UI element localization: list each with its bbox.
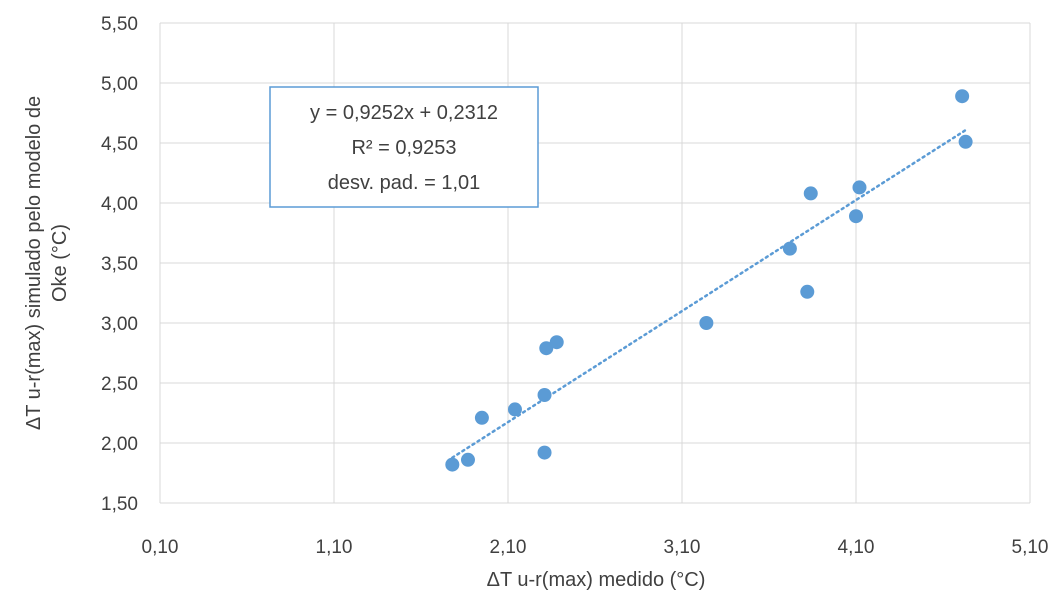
- x-axis-title: ΔT u-r(max) medido (°C): [487, 569, 706, 591]
- y-tick-label: 3,50: [101, 254, 138, 275]
- data-point: [852, 180, 867, 195]
- data-point: [800, 284, 815, 299]
- std-dev-line: desv. pad. = 1,01: [328, 172, 481, 194]
- y-tick-label: 4,50: [101, 134, 138, 155]
- x-tick-label: 2,10: [490, 537, 527, 558]
- data-point: [958, 134, 973, 149]
- data-point: [474, 410, 489, 425]
- data-point: [537, 388, 552, 402]
- y-tick-label: 5,00: [101, 74, 138, 95]
- data-point: [549, 335, 564, 350]
- y-tick-label: 3,00: [101, 314, 138, 335]
- x-tick-label: 4,10: [838, 537, 875, 558]
- trendline: [451, 128, 967, 459]
- x-tick-label: 0,10: [142, 537, 179, 558]
- data-point: [537, 445, 552, 460]
- data-point: [507, 402, 522, 417]
- x-tick-label: 1,10: [316, 537, 353, 558]
- data-point: [699, 316, 714, 330]
- y-tick-label: 4,00: [101, 194, 138, 215]
- y-tick-label: 5,50: [101, 14, 138, 35]
- trendline-layer: [451, 128, 967, 459]
- y-axis-title-line-1: ΔT u-r(max) simulado pelo modelo de: [23, 96, 45, 430]
- y-axis-tick-labels: 1,50 2,00 2,50 3,00 3,50 4,00 4,50 5,00 5,50: [101, 14, 138, 515]
- data-point: [782, 241, 797, 256]
- x-tick-label: 5,10: [1012, 537, 1049, 558]
- y-tick-label: 1,50: [101, 494, 138, 515]
- data-point: [955, 89, 970, 104]
- equation-box: y = 0,9252x + 0,2312 R² = 0,9253 desv. p…: [269, 86, 539, 208]
- x-axis-tick-labels: 0,10 1,10 2,10 3,10 4,10 5,10: [142, 537, 1049, 558]
- y-tick-label: 2,50: [101, 374, 138, 395]
- x-tick-label: 3,10: [664, 537, 701, 558]
- y-axis-title-line-2: Oke (°C): [49, 224, 71, 302]
- r-squared-line: R² = 0,9253: [351, 137, 456, 159]
- data-point: [849, 209, 863, 224]
- data-point: [460, 452, 475, 467]
- data-point: [539, 341, 554, 356]
- data-points: [445, 89, 973, 472]
- data-point: [445, 457, 460, 472]
- equation-line: y = 0,9252x + 0,2312: [310, 102, 498, 124]
- y-axis-title: ΔT u-r(max) simulado pelo modelo de Oke …: [23, 96, 71, 430]
- equation-box-frame: [269, 86, 539, 208]
- data-point: [803, 186, 818, 201]
- y-tick-label: 2,00: [101, 434, 138, 455]
